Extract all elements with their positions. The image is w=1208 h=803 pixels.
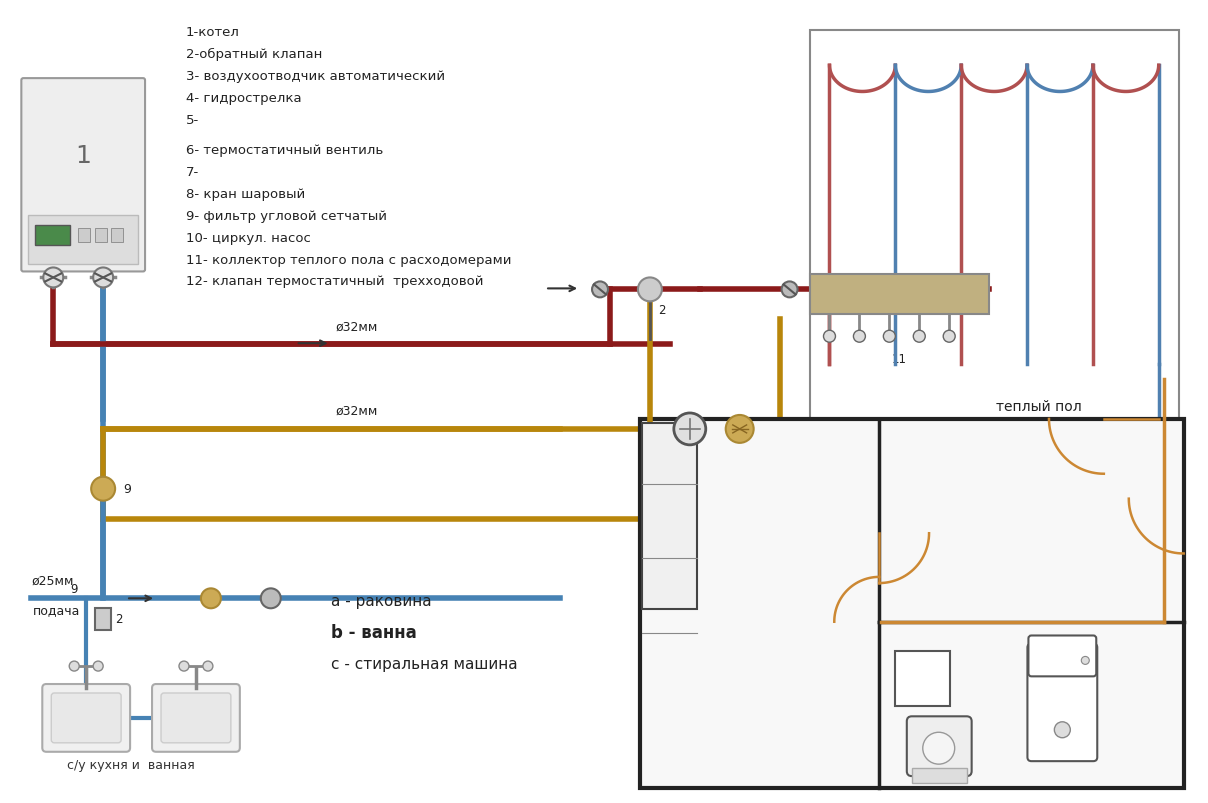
- Circle shape: [592, 282, 608, 298]
- Bar: [895, 651, 951, 706]
- Text: 4- гидрострелка: 4- гидрострелка: [186, 92, 302, 105]
- Text: 11- коллектор теплого пола с расходомерами: 11- коллектор теплого пола с расходомера…: [186, 253, 511, 266]
- Circle shape: [179, 662, 188, 671]
- Text: 2: 2: [858, 502, 865, 515]
- FancyBboxPatch shape: [152, 684, 240, 752]
- Text: b - ванна: b - ванна: [331, 623, 417, 642]
- Text: теплый пол
20 кв.м: теплый пол 20 кв.м: [997, 400, 1082, 430]
- Text: 12- клапан термостатичный  трехходовой: 12- клапан термостатичный трехходовой: [186, 275, 483, 288]
- Text: 8- кран шаровый: 8- кран шаровый: [186, 188, 306, 201]
- Circle shape: [883, 331, 895, 343]
- Circle shape: [782, 282, 797, 298]
- Bar: [95, 228, 108, 243]
- Text: a - раковина: a - раковина: [331, 593, 431, 609]
- Circle shape: [1055, 722, 1070, 738]
- Circle shape: [824, 331, 836, 343]
- Text: ø25мм: ø25мм: [31, 573, 74, 587]
- FancyBboxPatch shape: [907, 716, 971, 777]
- Circle shape: [913, 331, 925, 343]
- Text: 9: 9: [123, 483, 130, 495]
- Text: 9- фильтр угловой сетчатый: 9- фильтр угловой сетчатый: [186, 210, 387, 222]
- Text: a: a: [1081, 642, 1090, 655]
- Text: плита: плита: [649, 602, 691, 615]
- Circle shape: [853, 331, 865, 343]
- Text: 11: 11: [892, 353, 907, 365]
- FancyBboxPatch shape: [1028, 636, 1097, 676]
- FancyBboxPatch shape: [161, 693, 231, 743]
- Bar: [35, 226, 70, 245]
- Bar: [912, 768, 966, 783]
- Text: c - стиральная машина: c - стиральная машина: [331, 656, 517, 671]
- Circle shape: [674, 414, 705, 446]
- Bar: [809, 31, 1179, 559]
- Circle shape: [43, 268, 63, 288]
- FancyBboxPatch shape: [22, 79, 145, 272]
- Text: подача: подача: [34, 604, 81, 617]
- Bar: [641, 423, 697, 609]
- Circle shape: [923, 732, 954, 764]
- Bar: [809, 275, 989, 315]
- Text: 1-котел: 1-котел: [186, 26, 240, 39]
- Text: 6- термостатичный вентиль: 6- термостатичный вентиль: [186, 144, 383, 157]
- Circle shape: [201, 589, 221, 609]
- Bar: [640, 419, 1184, 788]
- Text: 5-: 5-: [186, 114, 199, 127]
- Text: 2: 2: [658, 304, 666, 316]
- Text: 9: 9: [736, 455, 743, 465]
- Text: вода: вода: [652, 453, 687, 466]
- Circle shape: [93, 662, 103, 671]
- Text: 10: 10: [683, 457, 697, 467]
- Text: 2-обратный клапан: 2-обратный клапан: [186, 48, 323, 61]
- Circle shape: [726, 415, 754, 443]
- Text: 1: 1: [75, 144, 91, 168]
- Text: ванная
комната: ванная комната: [933, 673, 999, 703]
- Text: с/у кухня и  ванная: с/у кухня и ванная: [68, 758, 194, 771]
- Circle shape: [638, 278, 662, 302]
- Text: прихожая: прихожая: [988, 515, 1075, 530]
- Circle shape: [261, 589, 280, 609]
- Text: 2: 2: [115, 612, 123, 625]
- Circle shape: [943, 331, 956, 343]
- Circle shape: [203, 662, 213, 671]
- Text: ø32мм: ø32мм: [336, 405, 378, 418]
- Text: 10- циркул. насос: 10- циркул. насос: [186, 231, 310, 244]
- Text: 3- воздухоотводчик автоматический: 3- воздухоотводчик автоматический: [186, 70, 445, 83]
- Text: стол: стол: [654, 528, 686, 540]
- Text: c: c: [919, 672, 927, 685]
- FancyBboxPatch shape: [42, 684, 130, 752]
- Circle shape: [1081, 657, 1090, 665]
- Text: ø32мм: ø32мм: [336, 320, 378, 332]
- Text: S = 20м: S = 20м: [771, 514, 850, 532]
- FancyBboxPatch shape: [51, 693, 121, 743]
- FancyBboxPatch shape: [1028, 644, 1097, 761]
- Bar: [95, 609, 111, 630]
- Bar: [28, 215, 138, 265]
- Text: PE-RT
ø16мм: PE-RT ø16мм: [1016, 449, 1063, 479]
- Bar: [111, 228, 123, 243]
- Text: b: b: [1058, 739, 1067, 752]
- Text: 9: 9: [71, 582, 79, 595]
- Text: кухня: кухня: [732, 687, 786, 704]
- Text: 7-: 7-: [186, 165, 199, 178]
- Circle shape: [93, 268, 114, 288]
- Bar: [79, 228, 91, 243]
- Circle shape: [91, 477, 115, 501]
- Circle shape: [69, 662, 80, 671]
